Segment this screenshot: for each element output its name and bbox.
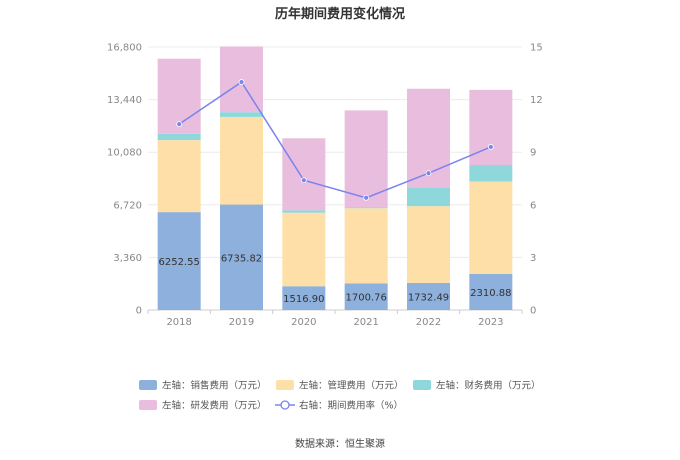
right-tick-label: 12	[530, 95, 543, 106]
x-tick-label: 2020	[291, 317, 316, 328]
left-axis-ticks: 0 3,360 6,720 10,080 13,440 16,800	[107, 43, 142, 317]
bar-segment-3	[469, 165, 513, 182]
bar-segment-3	[344, 207, 388, 209]
chart-title: 历年期间费用变化情况	[275, 6, 405, 22]
bar-segment-1	[157, 212, 201, 310]
bar-segment-3	[220, 112, 263, 117]
legend-swatch	[139, 400, 157, 410]
x-axis-ticks: 2018 2019 2020 2021 2022 2023	[147, 310, 523, 328]
legend-marker	[280, 400, 290, 410]
bar-segment-4	[282, 138, 326, 211]
legend-swatch	[413, 380, 431, 390]
rate-line	[176, 79, 494, 201]
x-tick-label: 2021	[353, 317, 378, 328]
bar-segment-2	[344, 208, 388, 284]
legend-label: 左轴：研发费用（万元）	[162, 400, 267, 412]
bar-segment-2	[157, 140, 201, 213]
right-axis-ticks: 0 3 6 9 12 15	[530, 43, 543, 317]
left-tick-label: 16,800	[107, 43, 142, 54]
bar-value-label: 2310.88	[470, 288, 511, 299]
bar-segment-1	[220, 204, 263, 310]
x-tick-label: 2019	[229, 317, 254, 328]
bar-value-label: 1516.90	[283, 294, 324, 305]
legend-label: 左轴：财务费用（万元）	[436, 380, 541, 392]
bar-segment-4	[344, 110, 388, 208]
right-tick-label: 0	[530, 306, 536, 317]
left-tick-label: 6,720	[113, 200, 142, 211]
right-tick-label: 9	[530, 148, 536, 159]
bar-segment-2	[469, 181, 513, 274]
left-tick-label: 13,440	[107, 95, 142, 106]
rate-point	[425, 170, 432, 177]
bar-segment-2	[407, 206, 450, 283]
bar-segment-2	[220, 116, 263, 205]
legend-swatch	[139, 380, 157, 390]
rate-point	[363, 194, 370, 201]
legend: 左轴：销售费用（万元） 左轴：管理费用（万元） 左轴：财务费用（万元） 左轴：研发费用…	[139, 380, 541, 412]
bar-segment-2	[282, 212, 326, 287]
right-tick-label: 6	[530, 200, 536, 211]
left-tick-label: 10,080	[107, 148, 142, 159]
rate-point	[238, 79, 245, 85]
bar-value-label: 1700.76	[345, 293, 386, 304]
rate-point	[300, 177, 307, 184]
legend-label: 左轴：管理费用（万元）	[299, 380, 404, 392]
bar-segment-1	[407, 282, 450, 310]
bar-segment-3	[407, 187, 450, 207]
right-tick-label: 3	[530, 253, 536, 264]
bar-value-label: 6252.55	[158, 257, 199, 268]
rate-line-path	[178, 81, 492, 199]
legend-swatch	[276, 380, 294, 390]
left-tick-label: 3,360	[113, 253, 142, 264]
x-tick-label: 2023	[478, 317, 503, 328]
legend-label: 左轴：销售费用（万元）	[162, 380, 267, 392]
x-tick-label: 2022	[416, 317, 441, 328]
bar-segment-1	[344, 283, 388, 310]
left-tick-label: 0	[136, 306, 142, 317]
bar-segment-3	[157, 133, 201, 141]
legend-label: 右轴：期间费用率（%）	[299, 400, 403, 412]
bar-value-label: 6735.82	[221, 253, 262, 264]
grid-lines	[148, 46, 522, 311]
source-text: 数据来源：恒生聚源	[295, 437, 385, 450]
right-tick-label: 15	[530, 43, 543, 54]
bar-segment-1	[282, 286, 326, 310]
bar-value-label: 1732.49	[408, 292, 449, 303]
data-labels: 6252.55 6735.82 1516.90 1700.76 1732.49 2310.…	[158, 253, 511, 305]
rate-point	[487, 144, 494, 150]
bar-segment-1	[469, 273, 513, 310]
x-tick-label: 2018	[166, 317, 191, 328]
bars	[157, 46, 513, 310]
bar-segment-3	[282, 210, 326, 213]
rate-point	[176, 121, 183, 128]
